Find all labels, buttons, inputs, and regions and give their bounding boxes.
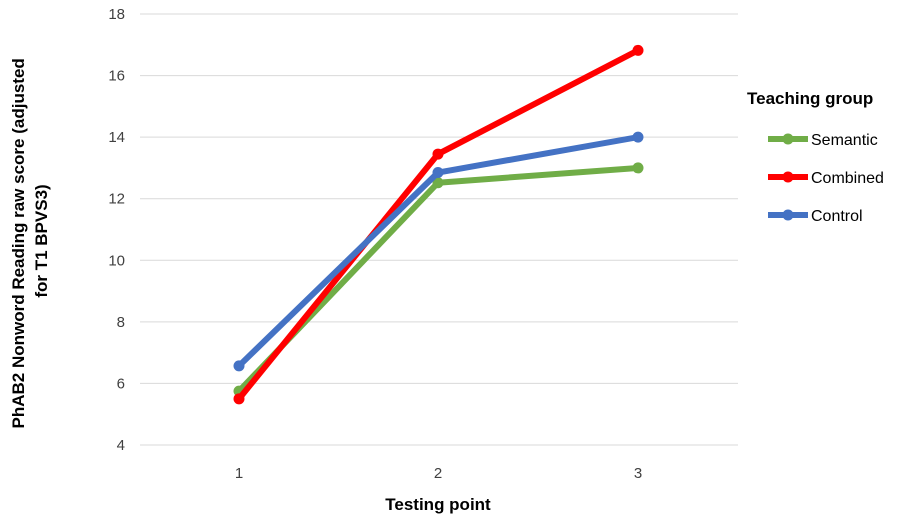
legend-label-combined: Combined xyxy=(811,170,884,187)
legend-item-combined: Combined xyxy=(768,170,884,187)
series-semantic xyxy=(233,162,644,397)
series-line-combined xyxy=(236,47,641,402)
series-lines xyxy=(233,44,644,405)
gridlines xyxy=(140,13,738,446)
y-tick-label-16: 16 xyxy=(108,68,125,85)
series-control xyxy=(233,131,644,372)
legend: Teaching group Semantic Combined Control xyxy=(747,89,884,225)
x-tick-label-2: 2 xyxy=(434,465,442,482)
y-tick-label-4: 4 xyxy=(117,437,125,454)
legend-marker-control xyxy=(782,209,794,221)
legend-marker-combined xyxy=(782,171,794,183)
data-point-semantic-3 xyxy=(632,162,644,174)
y-tick-label-14: 14 xyxy=(108,129,125,146)
svg-text:PhAB2 Nonword Reading raw scor: PhAB2 Nonword Reading raw score (adjuste… xyxy=(9,53,51,428)
data-point-control-3 xyxy=(632,131,644,143)
x-tick-label-3: 3 xyxy=(634,465,642,482)
data-point-control-1 xyxy=(233,360,245,372)
legend-label-control: Control xyxy=(811,208,863,225)
data-point-combined-1 xyxy=(233,393,245,405)
x-tick-label-1: 1 xyxy=(235,465,243,482)
series-combined xyxy=(233,44,644,405)
y-axis-title-line-2: for T1 BPVS3) xyxy=(32,184,51,297)
y-tick-label-18: 18 xyxy=(108,6,125,23)
y-axis-title: PhAB2 Nonword Reading raw score (adjuste… xyxy=(9,53,51,428)
y-axis-title-line-1: PhAB2 Nonword Reading raw score (adjuste… xyxy=(9,58,28,428)
y-tick-label-8: 8 xyxy=(117,314,125,331)
x-axis-ticks: 1 2 3 xyxy=(235,465,642,482)
series-line-semantic xyxy=(236,164,641,395)
data-point-combined-3 xyxy=(632,44,644,56)
y-tick-label-6: 6 xyxy=(117,375,125,392)
legend-item-control: Control xyxy=(768,208,863,225)
y-tick-label-12: 12 xyxy=(108,191,125,208)
data-point-control-2 xyxy=(432,167,444,179)
legend-label-semantic: Semantic xyxy=(811,132,878,149)
y-axis-ticks: 4 6 8 10 12 14 16 18 xyxy=(108,6,125,454)
legend-item-semantic: Semantic xyxy=(768,132,878,149)
legend-title: Teaching group xyxy=(747,89,873,108)
y-tick-label-10: 10 xyxy=(108,252,125,269)
data-point-semantic-2 xyxy=(432,177,444,189)
legend-marker-semantic xyxy=(782,133,794,145)
x-axis-title: Testing point xyxy=(385,495,491,514)
data-point-combined-2 xyxy=(432,148,444,160)
